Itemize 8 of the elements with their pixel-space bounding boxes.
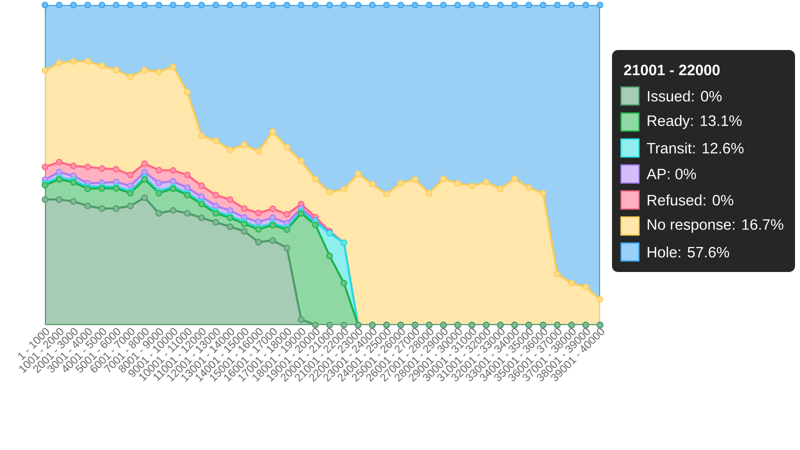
- text: Hole: 57.6%: [648, 246, 730, 258]
- text: 21001 - 22000: [624, 64, 720, 76]
- text: Ready: 13.1%: [648, 115, 742, 129]
- text: Issued: 0%: [648, 90, 722, 102]
- text: Refused: 0%: [648, 194, 734, 206]
- text: No response: 16.7%: [648, 219, 784, 233]
- text: Transit: 12.6%: [646, 142, 744, 154]
- text: AP: 0%: [646, 168, 696, 180]
